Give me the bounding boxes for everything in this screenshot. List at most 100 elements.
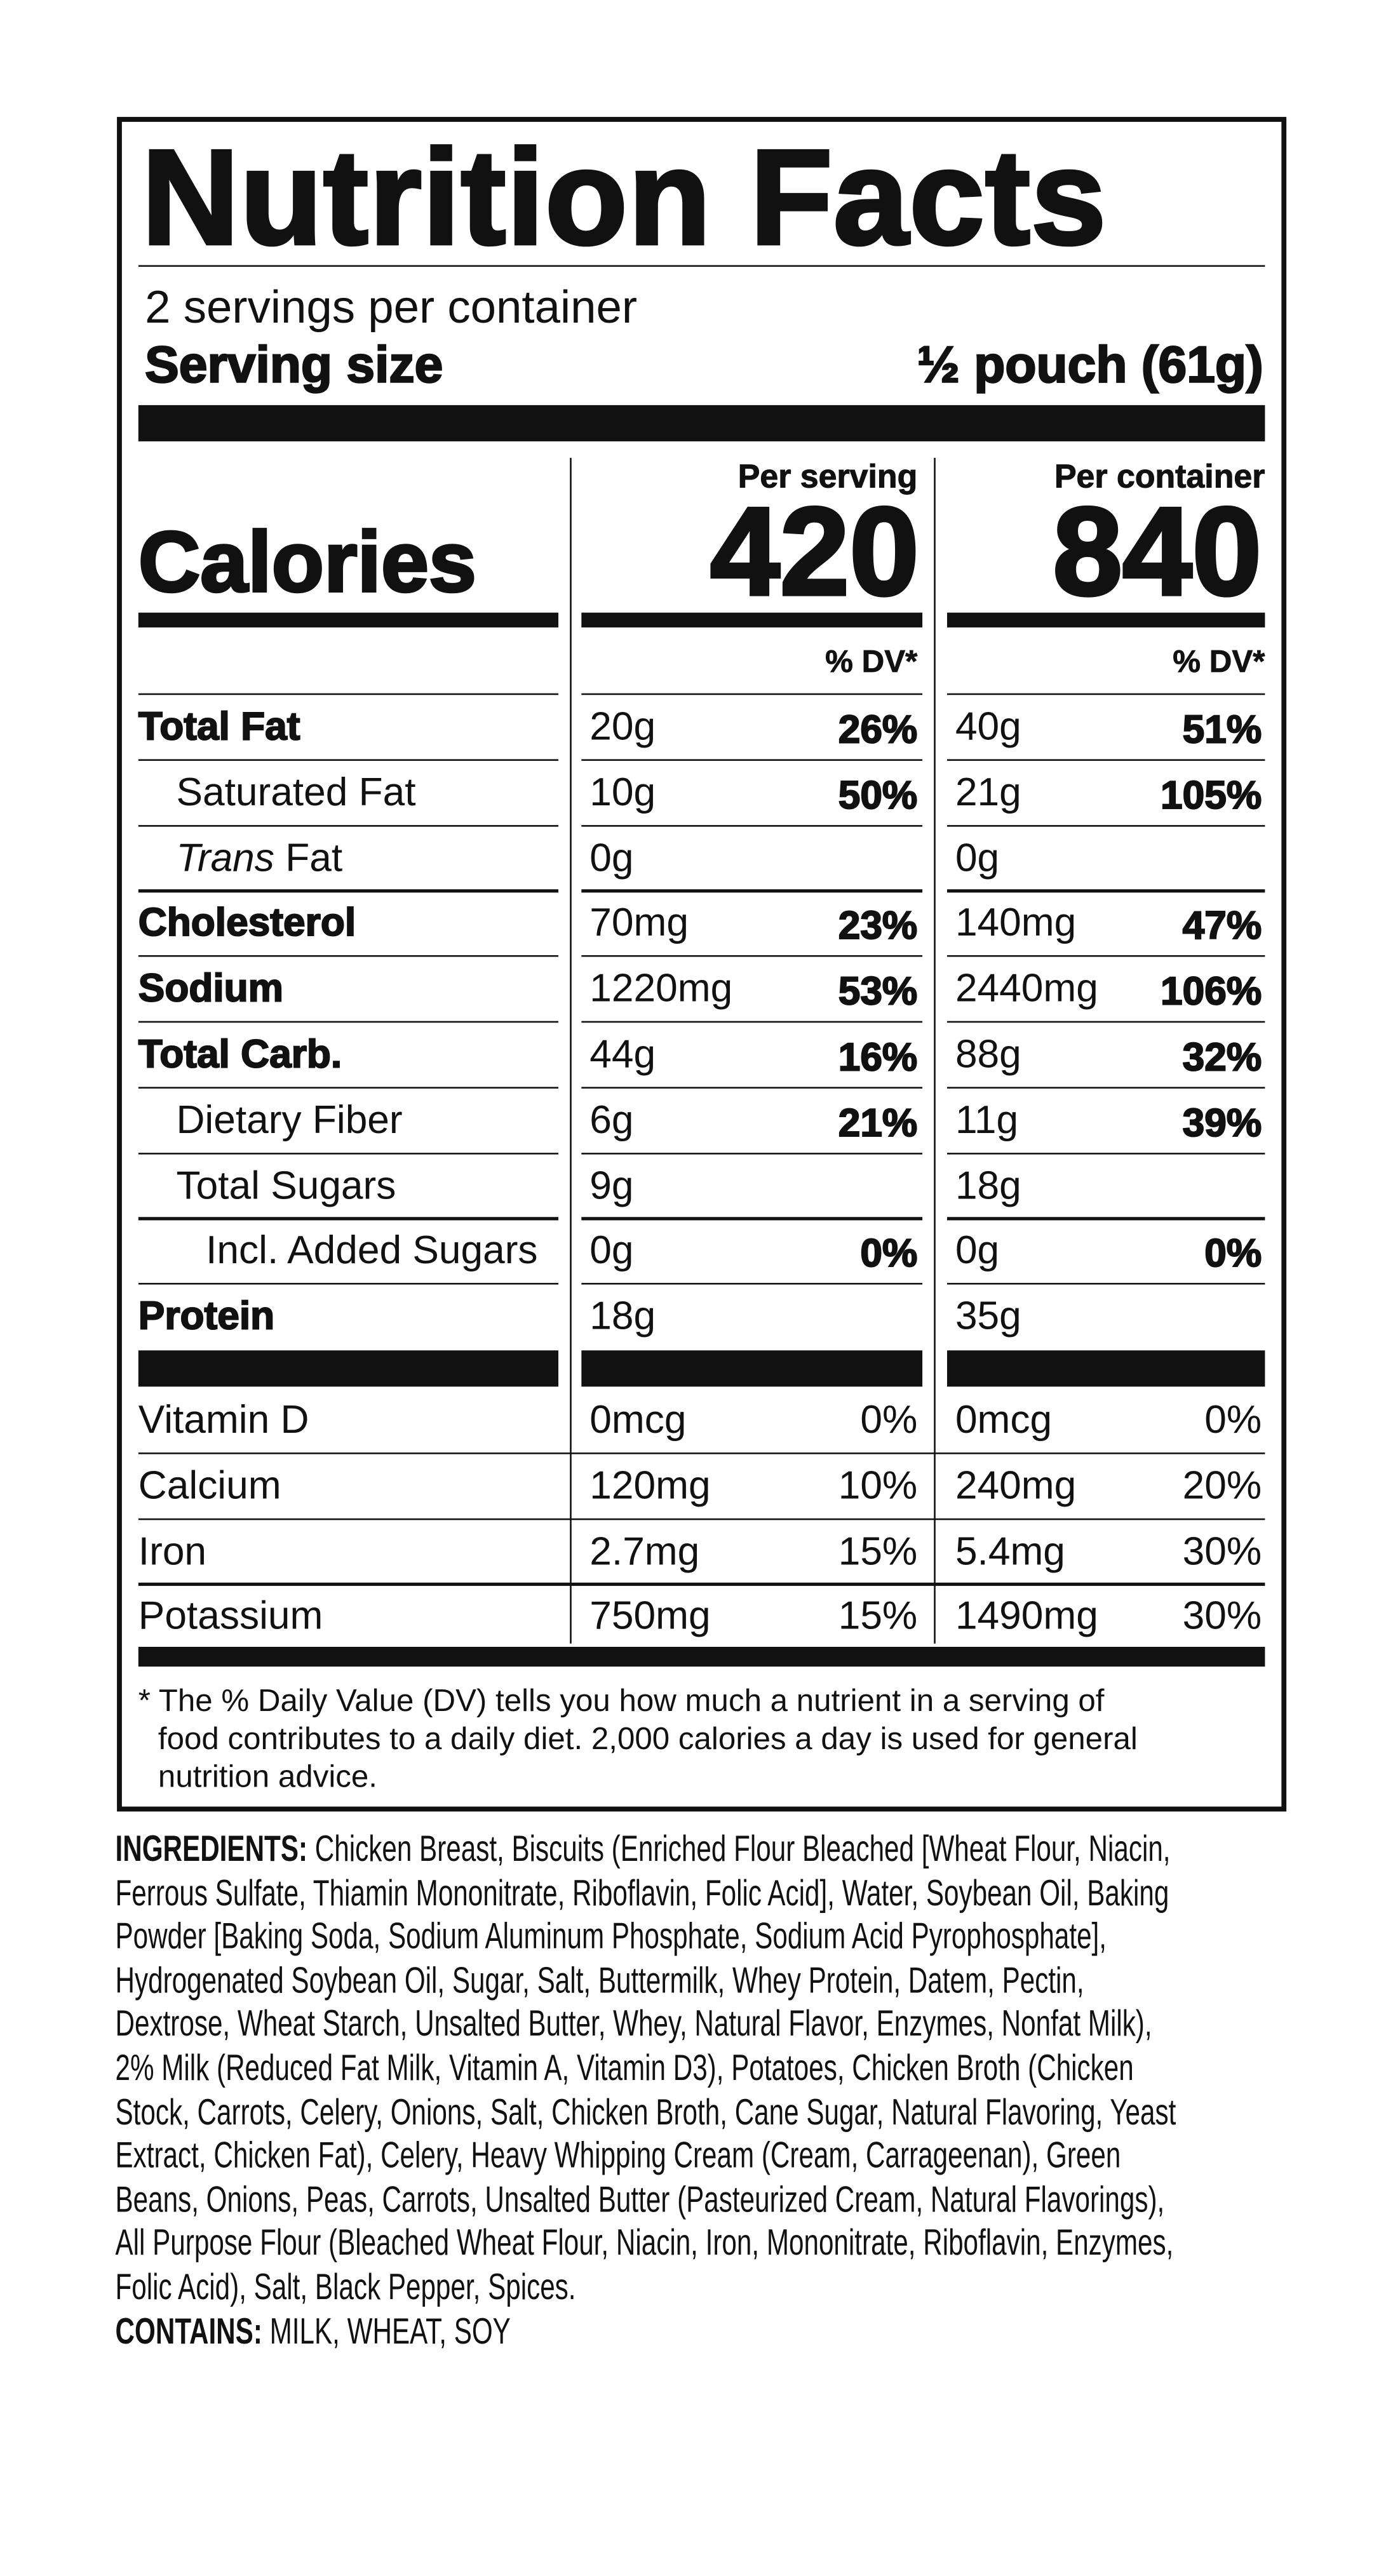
per-container-header: Per container: [1054, 459, 1265, 496]
nutrient-label: Sodium: [138, 957, 284, 1023]
serving-amount: 120mg: [589, 1463, 711, 1508]
row-divider: [946, 1283, 1265, 1285]
row-divider: [946, 824, 1265, 827]
container-amount: 140mg: [955, 901, 1077, 946]
calories-per-serving: 420: [708, 482, 920, 623]
serving-dv: 21%: [838, 1101, 919, 1146]
row-divider: [138, 693, 559, 695]
contains-heading: CONTAINS:: [115, 2309, 262, 2351]
nutrient-label: Dietary Fiber: [176, 1088, 402, 1154]
row-divider: [138, 1283, 559, 1285]
row-divider: [946, 1152, 1265, 1155]
ingredients-line: Hydrogenated Soybean Oil, Sugar, Salt, B…: [116, 1959, 1084, 2002]
row-divider: [581, 693, 923, 695]
row-divider: [581, 890, 923, 892]
row-divider: [581, 1086, 923, 1089]
ingredients-line: Dextrose, Wheat Starch, Unsalted Butter,…: [116, 2003, 1152, 2046]
calories-label: Calories: [137, 514, 478, 613]
nutrient-label: Trans Fat: [176, 826, 342, 892]
container-amount: 240mg: [955, 1463, 1077, 1508]
nutrient-label: Cholesterol: [138, 892, 356, 958]
serving-amount: 2.7mg: [589, 1529, 700, 1574]
nutrient-label-text: Total Fat: [138, 704, 301, 750]
serving-size-label: Serving size: [144, 335, 444, 394]
serving-dv: 16%: [838, 1035, 919, 1081]
container-amount: 0g: [955, 836, 1000, 881]
serving-amount: 10g: [589, 770, 656, 815]
protein-bar-container: [946, 1350, 1265, 1387]
container-amount: 18g: [955, 1164, 1021, 1209]
ingredients-text: Beans, Onions, Peas, Carrots, Unsalted B…: [115, 2178, 1165, 2220]
nutrient-label: Incl. Added Sugars: [206, 1219, 537, 1285]
ingredients-heading: INGREDIENTS:: [115, 1828, 308, 1870]
row-divider: [581, 824, 923, 827]
ingredients-line: Beans, Onions, Peas, Carrots, Unsalted B…: [116, 2178, 1165, 2221]
ingredients-line: All Purpose Flour (Bleached Wheat Flour,…: [116, 2222, 1174, 2265]
row-divider: [946, 1021, 1265, 1023]
nutrition-facts-panel: [117, 117, 1287, 1812]
serving-amount: 18g: [589, 1294, 656, 1339]
row-divider: [138, 1021, 559, 1023]
servings-per-container: 2 servings per container: [145, 281, 638, 333]
serving-dv: 0%: [860, 1398, 918, 1443]
serving-thick-bar: [138, 405, 1265, 441]
container-dv: 39%: [1182, 1101, 1263, 1146]
container-amount: 0g: [955, 1229, 1000, 1274]
ingredients-line: CONTAINS: MILK, WHEAT, SOY: [116, 2310, 511, 2352]
nutrient-label-text: Total Carb.: [138, 1032, 342, 1078]
nutrient-label: Saturated Fat: [176, 760, 415, 826]
serving-amount: 70mg: [589, 901, 689, 946]
row-divider: [138, 1583, 1265, 1585]
ingredients-line: Folic Acid), Salt, Black Pepper, Spices.: [116, 2266, 576, 2309]
protein-bar-label: [138, 1350, 559, 1387]
serving-size-value: ½ pouch (61g): [917, 335, 1264, 394]
ingredients-text: Extract, Chicken Fat), Celery, Heavy Whi…: [115, 2135, 1121, 2176]
container-amount: 40g: [955, 704, 1021, 749]
container-dv: 30%: [1182, 1595, 1262, 1640]
ingredients-text: Folic Acid), Salt, Black Pepper, Spices.: [115, 2265, 576, 2307]
container-amount: 1490mg: [955, 1595, 1098, 1640]
row-divider: [946, 758, 1265, 761]
container-dv: 0%: [1204, 1398, 1262, 1443]
container-amount: 11g: [955, 1098, 1019, 1143]
row-divider: [581, 758, 923, 761]
vitamin-label: Potassium: [138, 1595, 323, 1640]
footnote-line: nutrition advice.: [158, 1760, 377, 1795]
nutrient-label-text: Sodium: [138, 967, 284, 1012]
container-dv: 47%: [1182, 904, 1263, 950]
label-title: Nutrition Facts: [140, 123, 1108, 274]
serving-amount: 0mcg: [589, 1398, 687, 1443]
calories-per-container: 840: [1051, 482, 1263, 623]
ingredients-text: 2% Milk (Reduced Fat Milk, Vitamin A, Vi…: [115, 2047, 1134, 2088]
serving-dv: 23%: [838, 904, 919, 950]
title-divider: [138, 265, 1265, 267]
row-divider: [581, 1283, 923, 1285]
serving-dv: 10%: [838, 1463, 918, 1508]
ingredients-line: Ferrous Sulfate, Thiamin Mononitrate, Ri…: [116, 1872, 1169, 1914]
container-dv: 0%: [1204, 1232, 1262, 1278]
row-divider: [581, 1152, 923, 1155]
nutrient-label-text: Protein: [138, 1294, 275, 1340]
ingredients-text: Dextrose, Wheat Starch, Unsalted Butter,…: [115, 2003, 1152, 2044]
serving-dv: 15%: [838, 1595, 918, 1640]
row-divider: [138, 1086, 559, 1089]
ingredients-text: Chicken Breast, Biscuits (Enriched Flour…: [307, 1828, 1171, 1870]
serving-amount: 20g: [589, 704, 656, 749]
serving-dv: 15%: [838, 1529, 918, 1574]
per-serving-header: Per serving: [737, 459, 918, 496]
serving-dv: 0%: [859, 1232, 918, 1278]
row-divider: [138, 824, 559, 827]
footnote-line: food contributes to a daily diet. 2,000 …: [158, 1722, 1138, 1757]
row-divider: [946, 1218, 1265, 1220]
container-amount: 88g: [955, 1032, 1021, 1077]
calories-bar-label: [138, 612, 559, 627]
nutrient-label-text: Saturated Fat: [176, 770, 416, 815]
container-dv: 30%: [1182, 1529, 1262, 1574]
nutrient-label-italic: Trans: [176, 836, 274, 881]
calories-bar-container: [946, 612, 1265, 627]
row-divider: [138, 1152, 559, 1155]
calories-bar-serving: [581, 612, 923, 627]
container-amount: 2440mg: [955, 967, 1098, 1012]
row-divider: [138, 758, 559, 761]
